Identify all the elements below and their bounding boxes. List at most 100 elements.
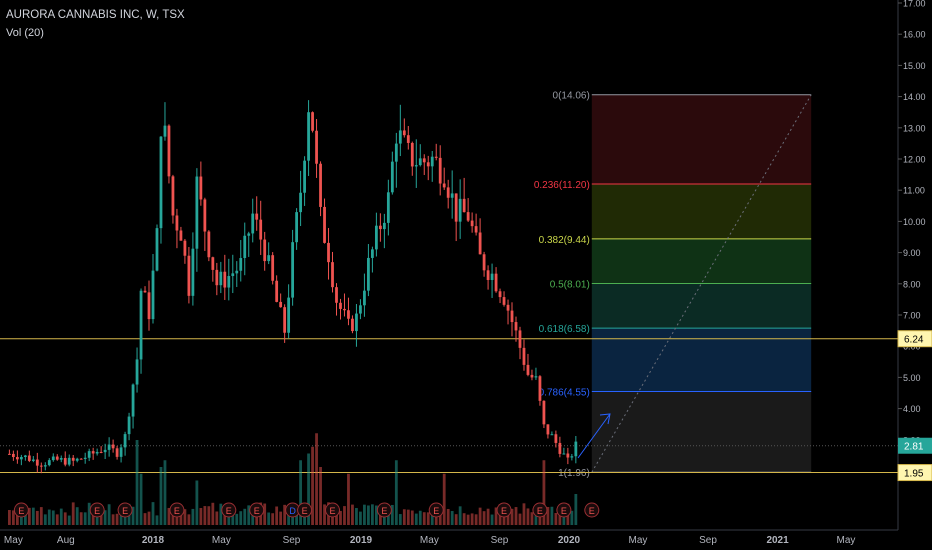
volume-bar xyxy=(486,508,490,525)
earnings-marker-label: E xyxy=(254,506,260,516)
volume-bar xyxy=(159,467,163,525)
candle xyxy=(402,130,406,136)
candle xyxy=(79,458,83,460)
time-axis-label: May xyxy=(629,535,648,546)
volume-bar xyxy=(426,512,430,525)
candle xyxy=(542,400,546,425)
price-axis-label: 9.00 xyxy=(903,248,921,258)
volume-bar xyxy=(115,513,119,525)
candle xyxy=(414,165,418,167)
volume-bar xyxy=(103,510,107,525)
candle xyxy=(267,255,271,262)
candle xyxy=(418,158,422,166)
fib-zone xyxy=(591,328,812,392)
fib-zone xyxy=(591,183,812,239)
candle xyxy=(167,125,171,177)
candle xyxy=(291,242,295,298)
time-axis-label: 2019 xyxy=(350,535,373,546)
candle xyxy=(143,290,147,293)
price-tag-label: 1.95 xyxy=(904,469,924,480)
volume-bar xyxy=(522,503,526,525)
volume-bar xyxy=(478,507,482,525)
candle xyxy=(59,458,63,460)
price-axis-label: 16.00 xyxy=(903,30,926,40)
time-axis-label: Aug xyxy=(57,535,75,546)
volume-bar xyxy=(530,512,534,525)
earnings-marker-label: E xyxy=(18,506,24,516)
candle xyxy=(434,156,438,158)
earnings-marker-label: E xyxy=(589,506,595,516)
earnings-marker xyxy=(117,502,133,518)
volume-bar xyxy=(251,507,255,525)
volume-bar xyxy=(11,510,15,525)
volume-bar xyxy=(351,504,354,525)
candle xyxy=(422,158,426,163)
candle xyxy=(139,290,143,360)
candle xyxy=(538,376,542,401)
time-axis-label: May xyxy=(4,535,23,546)
volume-bar xyxy=(574,494,578,525)
volume-bar xyxy=(283,504,287,525)
volume-bar xyxy=(418,510,422,525)
candle xyxy=(339,302,342,309)
earnings-marker-label: E xyxy=(433,506,439,516)
candle xyxy=(223,271,227,288)
candle xyxy=(271,255,275,281)
candle xyxy=(574,441,578,457)
earnings-marker xyxy=(221,502,237,518)
volume-bar xyxy=(438,513,442,525)
candle xyxy=(550,434,554,436)
candle xyxy=(359,305,362,314)
candle xyxy=(426,162,430,167)
candle xyxy=(406,135,410,143)
candle xyxy=(95,451,99,454)
candle xyxy=(410,142,414,167)
candle xyxy=(135,359,139,385)
volume-bar xyxy=(187,514,191,525)
volume-bar xyxy=(490,514,494,525)
fib-zone xyxy=(591,94,812,184)
volume-bar xyxy=(542,460,546,525)
volume-bar xyxy=(155,515,159,525)
candle xyxy=(191,248,195,296)
earnings-marker-label: E xyxy=(226,506,232,516)
volume-bar xyxy=(386,515,390,525)
candle xyxy=(458,198,462,222)
price-axis-label: 14.00 xyxy=(903,92,926,102)
volume-bar xyxy=(355,508,358,525)
candle xyxy=(275,280,279,302)
price-tag xyxy=(898,437,932,454)
volume-bar xyxy=(434,513,438,525)
candle xyxy=(371,249,374,258)
volume-bar xyxy=(422,512,426,525)
time-axis-label: May xyxy=(837,535,856,546)
volume-bar xyxy=(163,460,167,525)
candle xyxy=(27,455,31,461)
candle xyxy=(311,112,314,131)
volume-bar xyxy=(55,514,59,525)
earnings-marker-label: E xyxy=(329,506,335,516)
earnings-marker xyxy=(325,502,341,518)
time-axis-label: 2020 xyxy=(558,535,581,546)
earnings-marker xyxy=(428,502,444,518)
earnings-marker-label: E xyxy=(302,506,308,516)
earnings-marker xyxy=(169,502,185,518)
volume-bar xyxy=(406,509,410,525)
symbol-title: AURORA CANNABIS INC, W, TSX xyxy=(6,9,185,21)
candle xyxy=(490,273,494,280)
volume-bar xyxy=(35,510,39,525)
candle xyxy=(23,455,27,458)
candle xyxy=(231,273,235,277)
candle xyxy=(263,239,267,262)
candle xyxy=(287,297,291,333)
candle xyxy=(327,242,330,263)
earnings-marker-label: D xyxy=(289,506,296,516)
candle xyxy=(347,310,350,319)
volume-bar xyxy=(7,510,11,525)
volume-bar xyxy=(231,515,235,525)
volume-bar xyxy=(271,513,275,525)
volume-bar xyxy=(295,512,299,525)
volume-bar xyxy=(371,504,374,525)
candle xyxy=(522,347,526,365)
